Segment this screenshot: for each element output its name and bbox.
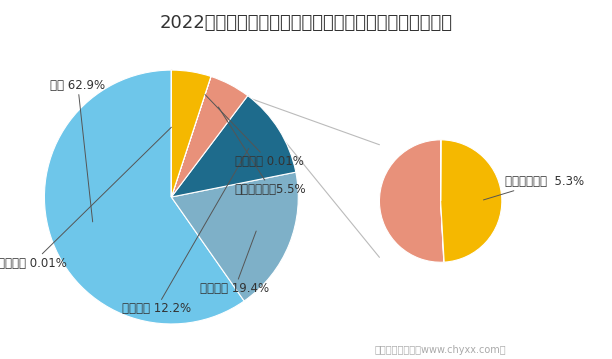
Text: 国家预算资金5.5%: 国家预算资金5.5% (218, 107, 307, 196)
Wedge shape (45, 70, 244, 324)
Wedge shape (171, 70, 211, 197)
Text: 利用外资 0.01%: 利用外资 0.01% (0, 127, 171, 270)
Wedge shape (171, 95, 296, 197)
Wedge shape (171, 76, 211, 197)
Wedge shape (379, 140, 444, 262)
Text: 国内贷款 0.01%: 国内贷款 0.01% (205, 94, 304, 168)
Text: 中央预算资金  5.3%: 中央预算资金 5.3% (483, 175, 584, 200)
Wedge shape (441, 140, 502, 262)
Wedge shape (171, 76, 248, 197)
Text: 债券 62.9%: 债券 62.9% (50, 79, 105, 222)
Wedge shape (441, 201, 444, 262)
Text: 自筹资金 12.2%: 自筹资金 12.2% (122, 148, 248, 315)
Text: 2022年利川市市政设施实际到位资金来源占比情况统计图: 2022年利川市市政设施实际到位资金来源占比情况统计图 (160, 14, 452, 32)
Wedge shape (171, 172, 298, 301)
Text: 制图：智研咨询（www.chyxx.com）: 制图：智研咨询（www.chyxx.com） (375, 345, 507, 355)
Text: 其他资金 19.4%: 其他资金 19.4% (200, 231, 269, 295)
